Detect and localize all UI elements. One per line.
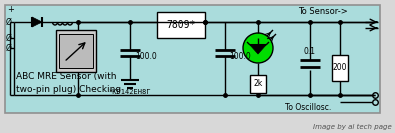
Polygon shape [32,17,42,27]
Polygon shape [250,45,266,54]
Text: 7809*: 7809* [166,20,196,30]
Text: To Sensor->: To Sensor-> [298,7,348,16]
Bar [59,34,93,68]
Text: 100.0: 100.0 [135,52,157,61]
Text: Ø: Ø [6,43,12,53]
Text: +: + [7,5,14,14]
Text: 2k: 2k [253,80,263,88]
Text: two-pin plug) Checking: two-pin plug) Checking [16,84,121,93]
Text: Ø: Ø [6,34,12,43]
Bar [157,12,205,38]
Text: ABC MRE Sensor (with: ABC MRE Sensor (with [16,72,117,82]
Circle shape [243,33,273,63]
Text: To Oscillosc.: To Oscillosc. [285,103,331,113]
Text: *KP142EH8Г: *KP142EH8Г [109,89,151,95]
Text: Ø: Ø [6,18,12,26]
Bar [56,30,96,72]
Bar [332,55,348,81]
Text: 100.0: 100.0 [229,52,251,61]
Text: 0.1: 0.1 [304,47,316,56]
Text: 200: 200 [333,63,347,72]
Text: Image by al tech page: Image by al tech page [313,124,392,130]
Bar [250,75,266,93]
Bar [5,5,380,113]
